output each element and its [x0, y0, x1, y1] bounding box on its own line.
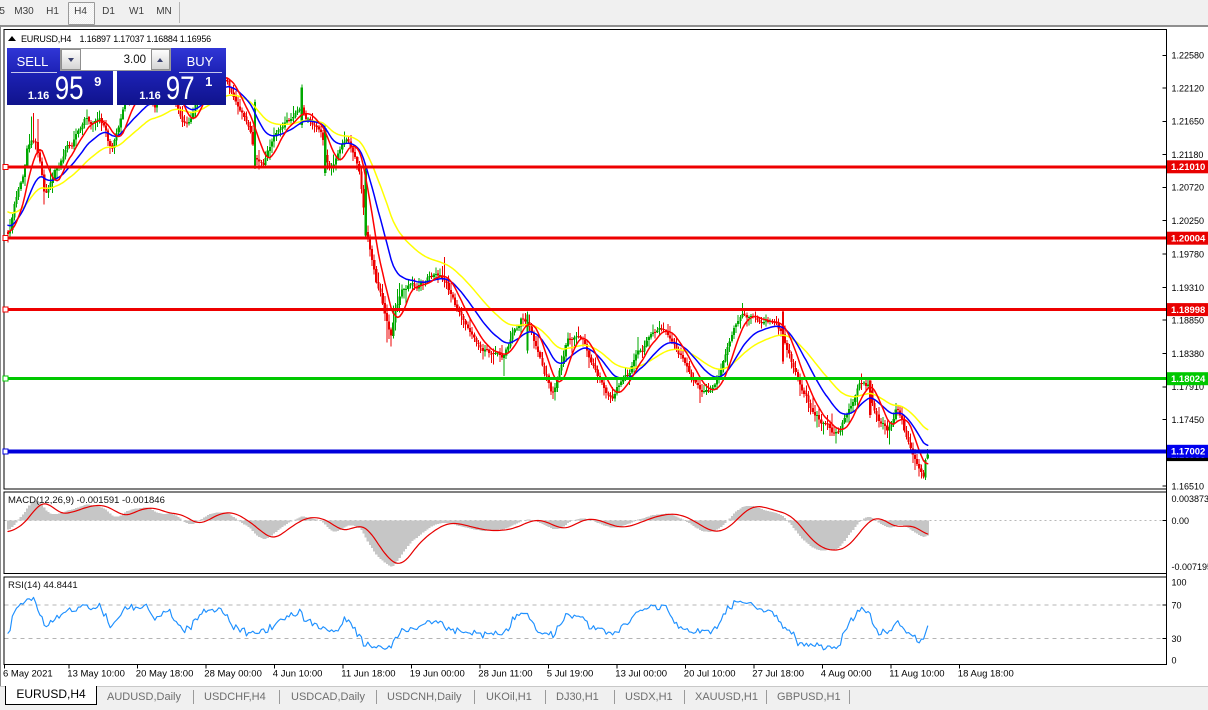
svg-text:-0.007195: -0.007195	[1172, 562, 1208, 572]
svg-text:1.21180: 1.21180	[1172, 150, 1204, 160]
svg-text:0.00: 0.00	[1172, 516, 1190, 526]
svg-text:1.20004: 1.20004	[1171, 234, 1206, 245]
svg-text:0.003873: 0.003873	[1172, 494, 1208, 504]
svg-text:20 Jul 10:00: 20 Jul 10:00	[684, 669, 736, 680]
svg-text:27 Jul 18:00: 27 Jul 18:00	[752, 669, 804, 680]
svg-text:1.16510: 1.16510	[1172, 482, 1205, 492]
svg-text:100: 100	[1172, 577, 1187, 587]
svg-text:1.20720: 1.20720	[1172, 183, 1205, 193]
svg-text:1.18998: 1.18998	[1171, 305, 1205, 316]
svg-text:RSI(14) 44.8441: RSI(14) 44.8441	[8, 580, 78, 591]
svg-text:1.22580: 1.22580	[1172, 51, 1205, 61]
svg-text:1.17450: 1.17450	[1172, 415, 1205, 425]
svg-text:1.19780: 1.19780	[1172, 249, 1205, 259]
svg-text:28 May 00:00: 28 May 00:00	[204, 669, 262, 680]
svg-text:1.20250: 1.20250	[1172, 216, 1205, 226]
svg-text:1.18024: 1.18024	[1171, 374, 1206, 385]
svg-text:4 Jun 10:00: 4 Jun 10:00	[273, 669, 323, 680]
svg-text:19 Jun 00:00: 19 Jun 00:00	[410, 669, 465, 680]
svg-text:70: 70	[1172, 601, 1182, 611]
svg-text:11 Jun 18:00: 11 Jun 18:00	[341, 669, 395, 680]
svg-text:5 Jul 19:00: 5 Jul 19:00	[547, 669, 593, 680]
svg-text:18 Aug 18:00: 18 Aug 18:00	[958, 669, 1014, 680]
svg-text:1.17002: 1.17002	[1171, 447, 1205, 458]
svg-text:1.18850: 1.18850	[1172, 315, 1205, 325]
svg-text:0: 0	[1172, 656, 1177, 666]
svg-text:4 Aug 00:00: 4 Aug 00:00	[821, 669, 872, 680]
svg-text:1.19310: 1.19310	[1172, 283, 1205, 293]
svg-text:30: 30	[1172, 634, 1182, 644]
svg-text:MACD(12,26,9) -0.001591 -0.001: MACD(12,26,9) -0.001591 -0.001846	[8, 495, 165, 506]
svg-text:6 May 2021: 6 May 2021	[3, 669, 53, 680]
svg-text:11 Aug 10:00: 11 Aug 10:00	[889, 669, 944, 680]
svg-text:1.21010: 1.21010	[1171, 162, 1205, 173]
svg-text:20 May 18:00: 20 May 18:00	[136, 669, 194, 680]
svg-text:1.21650: 1.21650	[1172, 117, 1205, 127]
svg-text:28 Jun 11:00: 28 Jun 11:00	[478, 669, 532, 680]
svg-text:13 Jul 00:00: 13 Jul 00:00	[615, 669, 667, 680]
svg-text:13 May 10:00: 13 May 10:00	[67, 669, 125, 680]
svg-text:1.17910: 1.17910	[1172, 382, 1205, 392]
svg-text:1.18380: 1.18380	[1172, 349, 1205, 359]
svg-text:1.22120: 1.22120	[1172, 83, 1205, 93]
